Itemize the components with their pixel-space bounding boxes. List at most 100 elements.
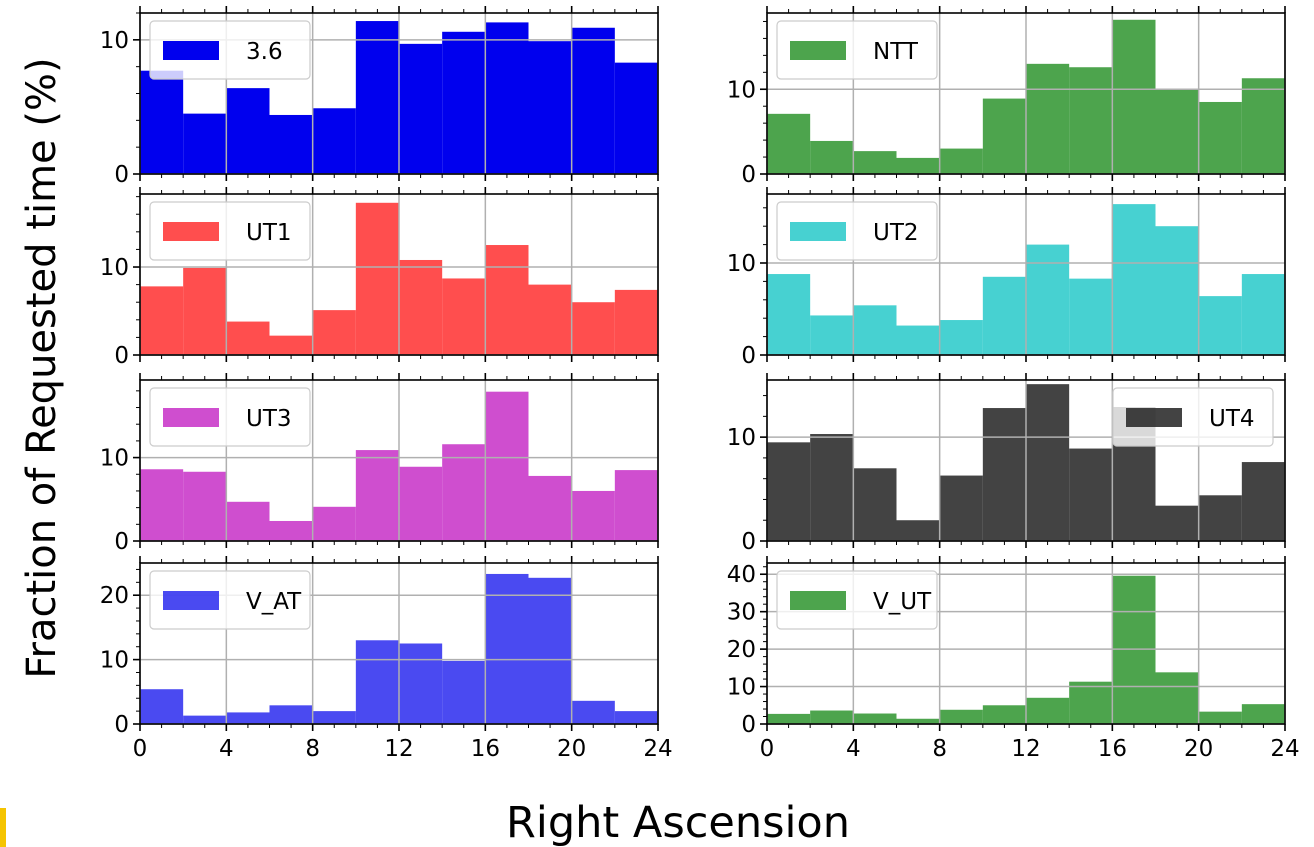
- bar: [485, 245, 529, 355]
- y-tick-label: 10: [727, 77, 756, 103]
- bar: [982, 276, 1026, 355]
- y-tick-label: 0: [741, 529, 756, 555]
- legend-swatch: [1126, 408, 1182, 427]
- x-tick-label: 16: [471, 736, 500, 762]
- x-tick-label: 0: [133, 736, 148, 762]
- x-tick-label: 24: [1270, 736, 1299, 762]
- bar: [767, 713, 811, 724]
- bar: [312, 711, 356, 724]
- bar: [810, 710, 854, 724]
- bar: [1155, 226, 1199, 355]
- bar: [399, 466, 443, 541]
- y-tick-label: 0: [114, 162, 129, 188]
- y-tick-label: 10: [727, 251, 756, 277]
- x-tick-label: 16: [1098, 736, 1127, 762]
- bar: [767, 442, 811, 541]
- bar: [1198, 296, 1242, 355]
- bar: [140, 469, 184, 541]
- bar: [571, 490, 615, 541]
- y-tick-label: 20: [100, 583, 129, 609]
- legend-label: V_UT: [873, 589, 932, 615]
- x-tick-label: 8: [932, 736, 947, 762]
- legend-label: 3.6: [246, 39, 283, 65]
- bar: [1069, 448, 1113, 541]
- legend-frame: [149, 20, 311, 80]
- y-tick-label: 10: [100, 446, 129, 472]
- x-tick-label: 24: [643, 736, 672, 762]
- bar: [528, 284, 572, 355]
- yellow-edge-mark: [0, 808, 6, 847]
- bar: [269, 520, 313, 541]
- y-axis-label: Fraction of Requested time (%): [19, 57, 65, 678]
- bar: [226, 321, 270, 355]
- bar: [1155, 672, 1199, 724]
- x-tick-label: 12: [1011, 736, 1040, 762]
- bar: [442, 278, 486, 355]
- bar: [939, 148, 983, 174]
- bar: [399, 259, 443, 355]
- legend-swatch: [163, 591, 219, 610]
- bar: [853, 713, 897, 724]
- legend-swatch: [163, 408, 219, 427]
- bar: [1069, 681, 1113, 724]
- bar: [1026, 63, 1070, 175]
- y-tick-label: 10: [100, 255, 129, 281]
- legend: UT3: [149, 387, 311, 447]
- y-tick-label: 0: [741, 712, 756, 738]
- bar: [1112, 204, 1156, 355]
- bar: [896, 718, 940, 724]
- legend: V_AT: [149, 570, 311, 630]
- bar: [1026, 244, 1070, 355]
- legend-label: V_AT: [246, 589, 302, 615]
- x-tick-label: 4: [219, 736, 234, 762]
- bar: [226, 88, 270, 174]
- y-tick-label: 20: [727, 637, 756, 663]
- bar: [312, 506, 356, 541]
- x-tick-label: 20: [1184, 736, 1213, 762]
- legend-frame: [1112, 387, 1274, 447]
- legend-frame: [149, 201, 311, 261]
- bar: [571, 302, 615, 355]
- bar: [853, 151, 897, 174]
- y-tick-label: 10: [727, 425, 756, 451]
- legend: UT2: [776, 201, 938, 261]
- bar: [442, 660, 486, 724]
- legend-frame: [149, 387, 311, 447]
- bar: [269, 335, 313, 355]
- bar: [1069, 67, 1113, 174]
- bar: [485, 573, 529, 724]
- legend-swatch: [163, 41, 219, 60]
- bar: [1241, 704, 1285, 724]
- bar: [1198, 495, 1242, 541]
- legend-swatch: [790, 222, 846, 241]
- y-tick-label: 30: [727, 600, 756, 626]
- bar: [140, 70, 184, 174]
- bar: [939, 709, 983, 724]
- bar: [226, 712, 270, 724]
- panel-v-at: 0 10 20 0 4 8 12 16 20 24 V_AT: [100, 556, 673, 762]
- bar: [1155, 505, 1199, 541]
- legend-swatch: [790, 591, 846, 610]
- bar: [1112, 19, 1156, 175]
- bar: [312, 310, 356, 355]
- y-tick-label: 0: [741, 162, 756, 188]
- bar: [528, 41, 572, 174]
- panel-ut1: 0 10 UT1: [100, 187, 659, 369]
- y-tick-label: 10: [100, 648, 129, 674]
- bar: [485, 391, 529, 541]
- legend: UT1: [149, 201, 311, 261]
- bar: [355, 21, 399, 174]
- bar: [442, 31, 486, 175]
- bar: [485, 22, 529, 175]
- legend-label: UT4: [1209, 406, 1255, 432]
- bar: [1026, 697, 1070, 724]
- panels: 0 10 3.6 0 10 NTT 0 10 UT1 0 10 UT2 0 10 UT3 0 10 UT4 0 10 2…: [100, 6, 1300, 762]
- legend-swatch: [790, 41, 846, 60]
- bar: [982, 705, 1026, 724]
- bar: [896, 325, 940, 355]
- legend: 3.6: [149, 20, 311, 80]
- bar: [614, 711, 658, 724]
- bar: [355, 640, 399, 724]
- bar: [226, 501, 270, 541]
